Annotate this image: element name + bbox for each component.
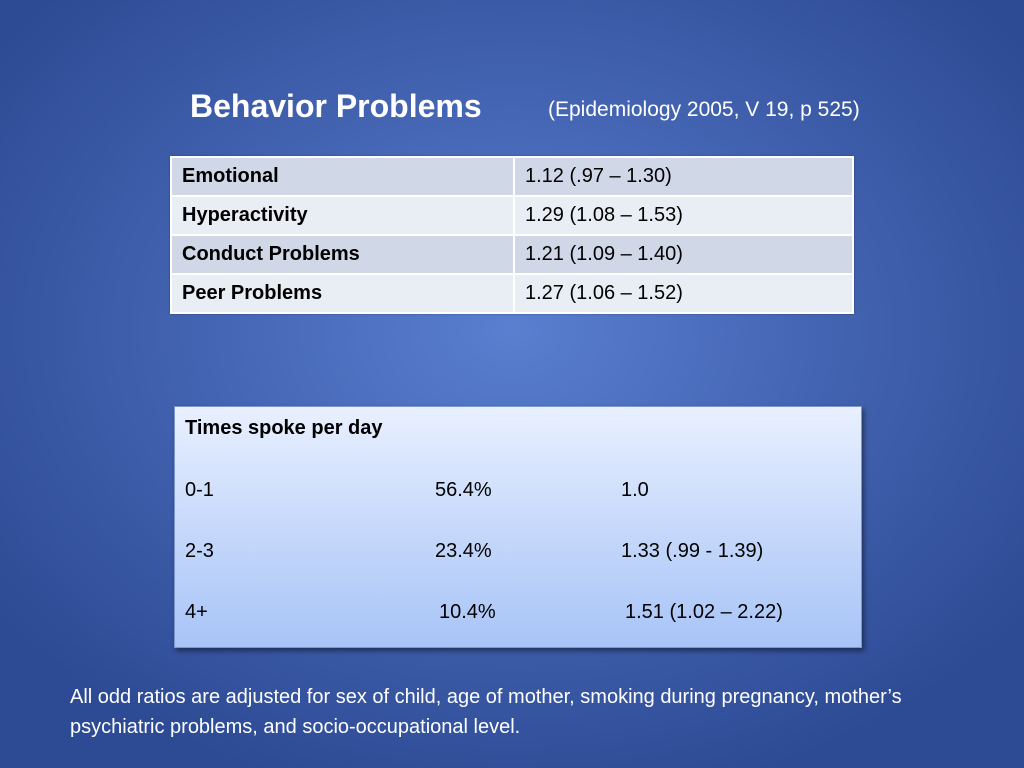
row-value: 1.27 (1.06 – 1.52) <box>513 273 854 314</box>
row-label: Emotional <box>170 156 515 197</box>
spoke-percent: 23.4% <box>435 540 492 562</box>
spoke-box-title: Times spoke per day <box>185 417 383 439</box>
slide-title: Behavior Problems (Epidemiology 2005, V … <box>0 84 1024 132</box>
spoke-category: 4+ <box>185 601 208 623</box>
footnote: All odd ratios are adjusted for sex of c… <box>70 686 902 738</box>
row-value: 1.29 (1.08 – 1.53) <box>513 195 854 236</box>
behavior-odds-table: Emotional 1.12 (.97 – 1.30) Hyperactivit… <box>170 156 854 314</box>
list-item: 0-1 56.4% 1.0 <box>175 479 861 509</box>
list-item: 2-3 23.4% 1.33 (.99 - 1.39) <box>175 540 861 570</box>
row-label: Conduct Problems <box>170 234 515 275</box>
spoke-ratio: 1.51 (1.02 – 2.22) <box>625 601 783 623</box>
table-row: Emotional 1.12 (.97 – 1.30) <box>170 156 854 197</box>
spoke-percent: 56.4% <box>435 479 492 501</box>
spoke-ratio: 1.33 (.99 - 1.39) <box>621 540 764 562</box>
spoke-ratio: 1.0 <box>621 479 649 501</box>
title-main: Behavior Problems <box>190 88 482 124</box>
row-label: Peer Problems <box>170 273 515 314</box>
row-value: 1.21 (1.09 – 1.40) <box>513 234 854 275</box>
spoke-category: 2-3 <box>185 540 214 562</box>
table-row: Conduct Problems 1.21 (1.09 – 1.40) <box>170 234 854 275</box>
table-row: Peer Problems 1.27 (1.06 – 1.52) <box>170 273 854 314</box>
row-value: 1.12 (.97 – 1.30) <box>513 156 854 197</box>
list-item: 4+ 10.4% 1.51 (1.02 – 2.22) <box>175 601 861 631</box>
times-spoke-box: Times spoke per day 0-1 56.4% 1.0 2-3 23… <box>174 406 862 648</box>
spoke-category: 0-1 <box>185 479 214 501</box>
spoke-percent: 10.4% <box>439 601 496 623</box>
title-citation: (Epidemiology 2005, V 19, p 525) <box>548 98 860 121</box>
table-row: Hyperactivity 1.29 (1.08 – 1.53) <box>170 195 854 236</box>
row-label: Hyperactivity <box>170 195 515 236</box>
